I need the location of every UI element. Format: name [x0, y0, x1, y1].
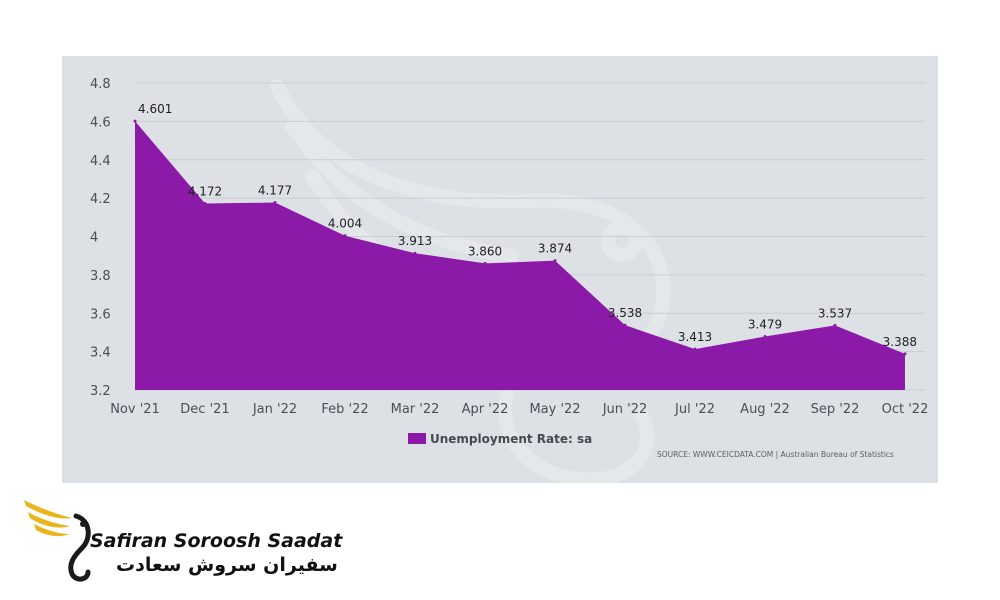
x-tick-label: Jan '22 [252, 402, 297, 417]
x-tick-label: May '22 [529, 402, 580, 417]
data-point [903, 352, 907, 356]
data-label: 4.004 [328, 217, 362, 231]
x-tick-label: Sep '22 [811, 402, 860, 417]
y-tick-label: 4.8 [90, 77, 111, 92]
data-point [763, 334, 767, 338]
data-label: 3.913 [398, 234, 432, 248]
y-tick-label: 3.6 [90, 307, 111, 322]
unemployment-area-chart: 3.2 3.4 3.6 3.8 4 4.2 4.4 4.6 4.8 Nov '21 Dec '21… [90, 77, 928, 483]
x-tick-label: Apr '22 [462, 402, 509, 417]
data-label: 4.172 [188, 184, 222, 198]
data-point [483, 261, 487, 265]
area-series [133, 119, 907, 390]
data-label: 3.537 [818, 306, 852, 320]
data-label: 3.538 [608, 306, 642, 320]
x-tick-label: Nov '21 [110, 402, 160, 417]
gold-swan-wing-logo-icon [24, 500, 91, 582]
y-tick-label: 3.8 [90, 269, 111, 284]
data-label: 4.601 [138, 102, 172, 116]
x-tick-label: Jul '22 [674, 402, 715, 417]
y-tick-label: 4 [90, 231, 98, 246]
x-tick-label: Oct '22 [882, 402, 929, 417]
data-point [413, 251, 417, 255]
x-tick-label: Mar '22 [391, 402, 440, 417]
y-tick-label: 3.4 [90, 346, 111, 361]
brand-name-persian: سفیران سروش سعادت [116, 554, 338, 576]
data-labels: 4.601 4.172 4.177 4.004 3.913 3.860 3.874 3.538… [138, 102, 917, 349]
area-fill [135, 121, 905, 390]
data-point [833, 323, 837, 327]
data-point [203, 201, 207, 205]
x-tick-label: Aug '22 [740, 402, 790, 417]
data-point [693, 347, 697, 351]
legend-swatch [408, 433, 426, 444]
data-point [133, 119, 137, 123]
x-tick-label: Jun '22 [602, 402, 648, 417]
data-point [553, 259, 557, 263]
chart-panel: 3.2 3.4 3.6 3.8 4 4.2 4.4 4.6 4.8 Nov '21 Dec '21… [62, 56, 938, 483]
x-tick-label: Feb '22 [321, 402, 368, 417]
data-label: 3.388 [883, 335, 917, 349]
data-point [343, 234, 347, 238]
y-tick-label: 4.4 [90, 154, 111, 169]
source-note: SOURCE: WWW.CEICDATA.COM | Australian Bu… [657, 450, 894, 459]
data-point [273, 201, 277, 205]
brand-block: Safiran Soroosh Saadat سفیران سروش سعادت [20, 494, 342, 584]
y-tick-label: 4.2 [90, 192, 111, 207]
brand-name-english: Safiran Soroosh Saadat [90, 530, 343, 552]
data-point [623, 323, 627, 327]
data-label: 4.177 [258, 184, 292, 198]
y-tick-label: 4.6 [90, 115, 111, 130]
data-label: 3.860 [468, 244, 502, 258]
data-label: 3.479 [748, 317, 782, 331]
data-label: 3.874 [538, 242, 572, 256]
data-label: 3.413 [678, 330, 712, 344]
legend: Unemployment Rate: sa [408, 432, 592, 446]
y-axis-ticks: 3.2 3.4 3.6 3.8 4 4.2 4.4 4.6 4.8 [90, 77, 111, 399]
x-axis-ticks: Nov '21 Dec '21 Jan '22 Feb '22 Mar '22 Apr '… [110, 402, 928, 417]
y-tick-label: 3.2 [90, 384, 111, 399]
legend-label: Unemployment Rate: sa [430, 432, 592, 446]
x-tick-label: Dec '21 [180, 402, 229, 417]
